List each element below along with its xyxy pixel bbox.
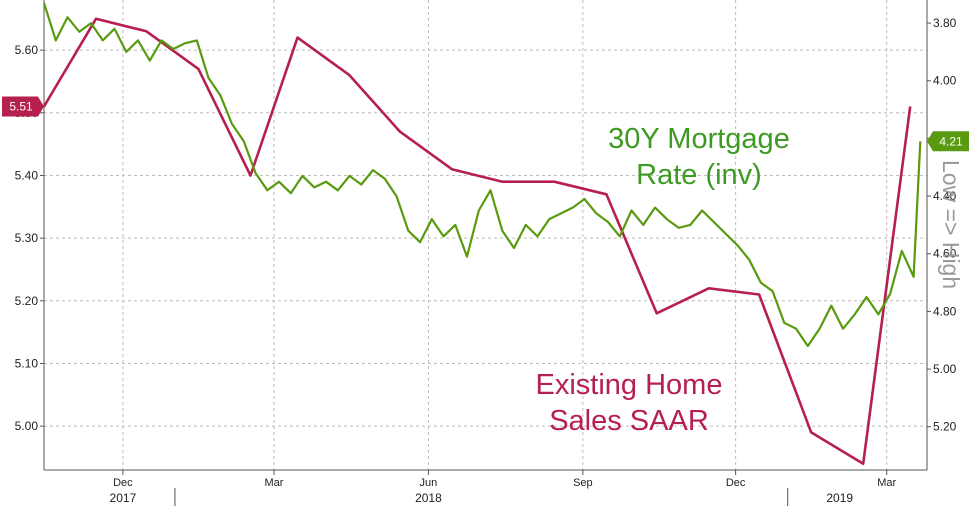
right-tick-label: 4.60 xyxy=(933,247,957,261)
x-axis: Dec Mar Jun Sep Dec Mar 2017 2018 2019 xyxy=(43,0,928,506)
series-layer xyxy=(42,2,922,466)
right-tick-label: 4.00 xyxy=(933,74,957,88)
right-axis-direction-label: Low => High xyxy=(938,160,964,289)
x-tick-label: Mar xyxy=(265,477,284,489)
sales-last-value-text: 5.51 xyxy=(9,100,33,114)
x-tick-label: Sep xyxy=(573,477,593,489)
existing-home-sales-line xyxy=(42,17,912,466)
left-tick-label: 5.60 xyxy=(15,43,39,57)
sales-last-value-tag xyxy=(2,96,44,117)
left-tick-label: 5.00 xyxy=(15,419,39,433)
right-tick-label: 5.00 xyxy=(933,362,957,376)
last-value-tags: 5.51 4.21 xyxy=(2,96,969,152)
mortgage-last-value-tag xyxy=(927,131,969,152)
x-tick-label: Jun xyxy=(420,477,438,489)
year-label: 2017 xyxy=(110,491,137,505)
left-tick-label: 5.20 xyxy=(15,294,39,308)
right-tick-label: 4.40 xyxy=(933,189,957,203)
x-tick-label: Dec xyxy=(726,477,746,489)
x-tick-label: Mar xyxy=(877,477,896,489)
right-tick-label: 5.20 xyxy=(933,420,957,434)
left-tick-label: 5.40 xyxy=(15,168,39,182)
gridlines xyxy=(44,0,927,470)
left-tick-label: 5.10 xyxy=(15,356,39,370)
sales-label-line2: Sales SAAR xyxy=(549,405,709,437)
year-label: 2019 xyxy=(826,491,853,505)
mortgage-label-line1: 30Y Mortgage xyxy=(608,123,790,155)
x-tick-label: Dec xyxy=(113,477,133,489)
mortgage-label-line2: Rate (inv) xyxy=(636,159,762,191)
right-tick-label: 4.80 xyxy=(933,304,957,318)
mortgage-last-value-text: 4.21 xyxy=(939,134,963,148)
year-label: 2018 xyxy=(415,491,442,505)
left-tick-label: 5.30 xyxy=(15,231,39,245)
mortgage-rate-line xyxy=(42,2,922,348)
right-tick-label: 3.80 xyxy=(933,16,957,30)
sales-label-line1: Existing Home xyxy=(536,369,723,401)
